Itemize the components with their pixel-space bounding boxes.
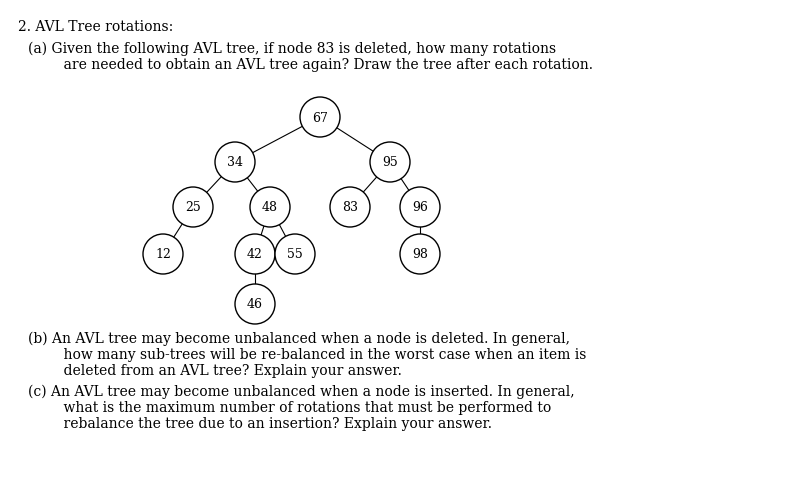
- Circle shape: [275, 235, 315, 275]
- Text: 67: 67: [312, 111, 328, 124]
- Circle shape: [250, 188, 290, 228]
- Text: 55: 55: [287, 248, 303, 261]
- Circle shape: [235, 285, 275, 324]
- Circle shape: [143, 235, 183, 275]
- Circle shape: [215, 143, 255, 182]
- Text: (b) An AVL tree may become unbalanced when a node is deleted. In general,: (b) An AVL tree may become unbalanced wh…: [28, 331, 570, 346]
- Circle shape: [173, 188, 213, 228]
- Text: 48: 48: [262, 201, 278, 214]
- Text: are needed to obtain an AVL tree again? Draw the tree after each rotation.: are needed to obtain an AVL tree again? …: [46, 58, 593, 72]
- Text: 98: 98: [412, 248, 428, 261]
- Text: 46: 46: [247, 298, 263, 311]
- Text: what is the maximum number of rotations that must be performed to: what is the maximum number of rotations …: [46, 400, 551, 414]
- Text: 25: 25: [185, 201, 201, 214]
- Text: 83: 83: [342, 201, 358, 214]
- Text: 12: 12: [155, 248, 171, 261]
- Circle shape: [300, 98, 340, 138]
- Text: (a) Given the following AVL tree, if node 83 is deleted, how many rotations: (a) Given the following AVL tree, if nod…: [28, 42, 556, 56]
- Text: 42: 42: [247, 248, 263, 261]
- Circle shape: [400, 235, 440, 275]
- Circle shape: [370, 143, 410, 182]
- Text: rebalance the tree due to an insertion? Explain your answer.: rebalance the tree due to an insertion? …: [46, 416, 492, 430]
- Text: 95: 95: [382, 156, 398, 169]
- Circle shape: [330, 188, 370, 228]
- Text: (c) An AVL tree may become unbalanced when a node is inserted. In general,: (c) An AVL tree may become unbalanced wh…: [28, 384, 574, 398]
- Text: 2. AVL Tree rotations:: 2. AVL Tree rotations:: [18, 20, 173, 34]
- Text: how many sub-trees will be re-balanced in the worst case when an item is: how many sub-trees will be re-balanced i…: [46, 347, 586, 361]
- Text: 96: 96: [412, 201, 428, 214]
- Text: 34: 34: [227, 156, 243, 169]
- Circle shape: [400, 188, 440, 228]
- Circle shape: [235, 235, 275, 275]
- Text: deleted from an AVL tree? Explain your answer.: deleted from an AVL tree? Explain your a…: [46, 363, 402, 377]
